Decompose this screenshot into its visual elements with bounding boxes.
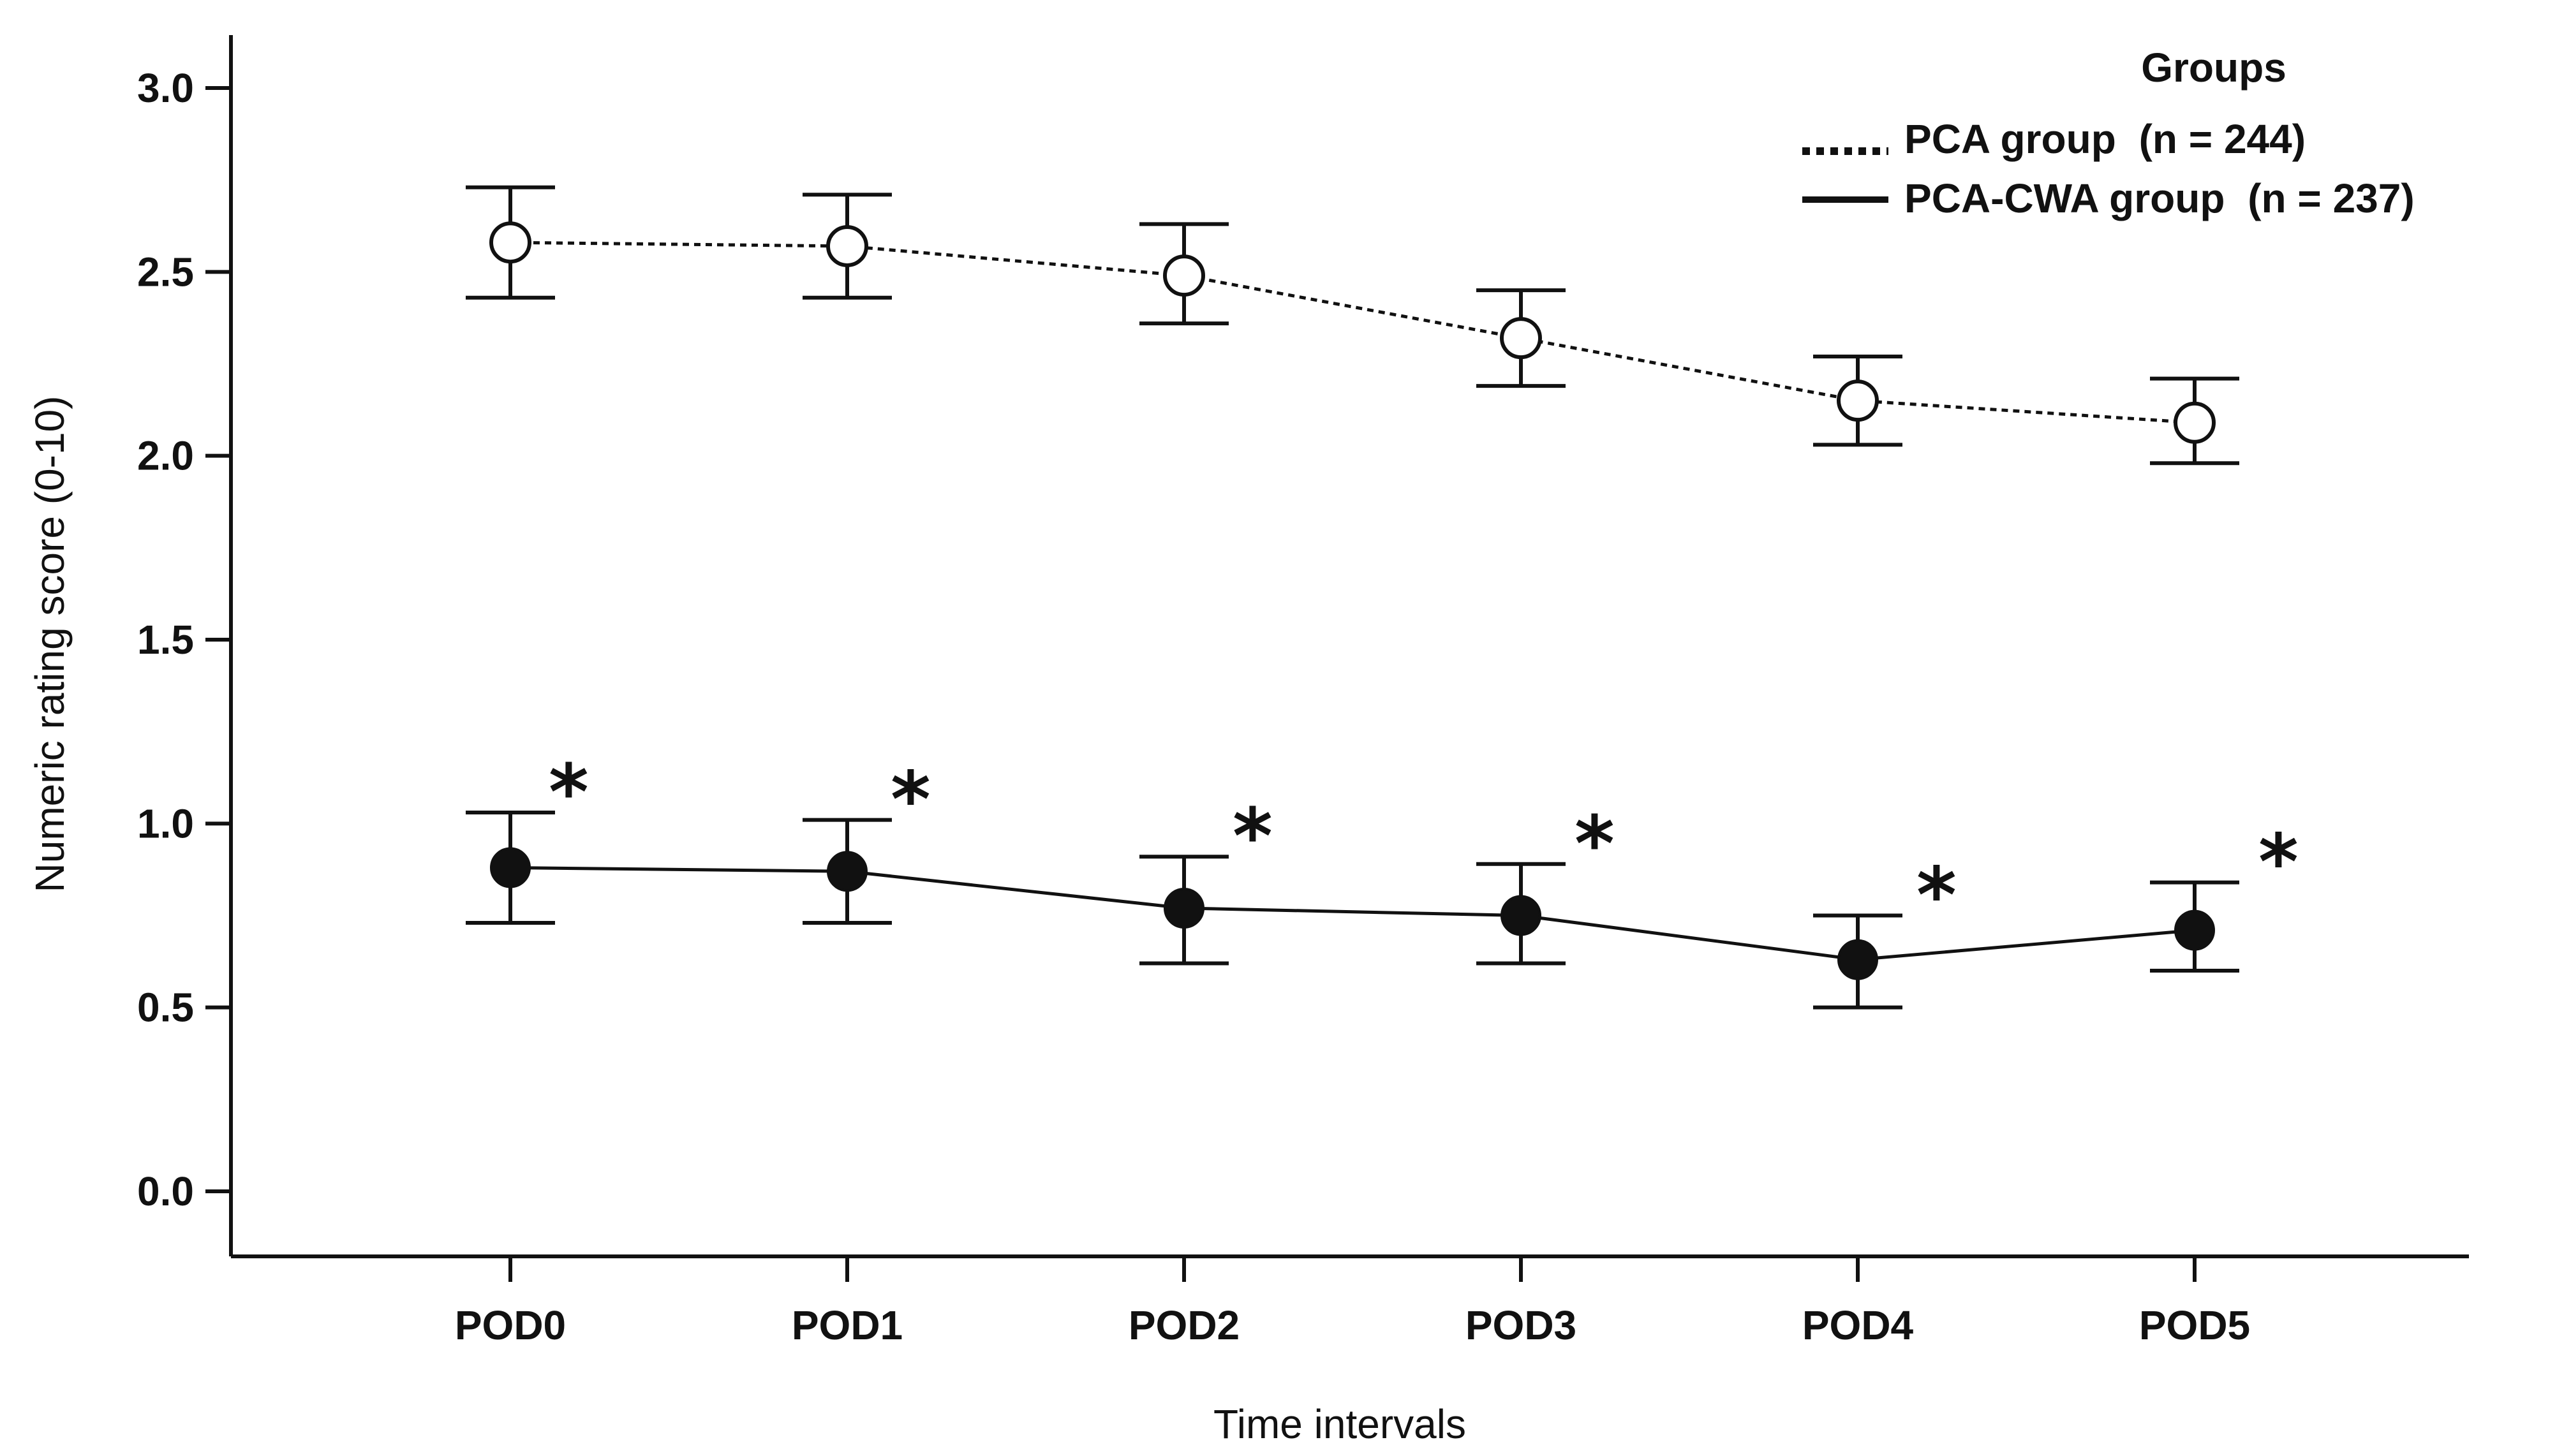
y-tick-label: 2.0 — [137, 433, 194, 479]
series-pca-cwa — [466, 811, 2239, 1010]
data-point-filled — [1164, 887, 1204, 929]
legend: Groups PCA group (n = 244) PCA-CWA group… — [1802, 45, 2415, 221]
significance-star: * — [1233, 793, 1273, 881]
legend-label-pca-cwa: PCA-CWA group (n = 237) — [1904, 175, 2415, 221]
significance-markers: * * * * * * — [549, 749, 2299, 940]
significance-star: * — [891, 756, 931, 845]
x-axis-title: Time intervals — [1213, 1401, 1466, 1447]
data-point-open — [2174, 401, 2216, 444]
y-axis-title: Numeric rating score (0-10) — [27, 396, 73, 893]
x-tick-label: POD4 — [1802, 1302, 1914, 1348]
x-tick-label: POD3 — [1465, 1302, 1576, 1348]
x-tick-label: POD2 — [1129, 1302, 1240, 1348]
y-tick-label: 1.5 — [137, 617, 194, 663]
y-tick-label: 2.5 — [137, 249, 194, 295]
significance-star: * — [2258, 819, 2299, 908]
series-pca — [466, 185, 2239, 466]
y-tick-label: 0.5 — [137, 985, 194, 1031]
data-point-open — [489, 221, 531, 264]
data-point-filled — [490, 847, 531, 888]
legend-label-pca: PCA group (n = 244) — [1904, 116, 2306, 162]
axes — [229, 35, 2469, 1258]
series-line — [510, 240, 2195, 425]
legend-title: Groups — [2141, 45, 2286, 91]
series-line — [510, 866, 2195, 962]
data-point-open — [1500, 317, 1542, 360]
data-point-filled — [2174, 909, 2215, 951]
significance-star: * — [1575, 800, 1615, 889]
x-tick-label: POD1 — [792, 1302, 903, 1348]
x-tick-label: POD0 — [455, 1302, 566, 1348]
data-point-open — [1163, 254, 1205, 297]
data-point-filled — [1501, 895, 1541, 936]
significance-star: * — [1916, 852, 1957, 941]
data-point-filled — [827, 851, 868, 892]
data-point-open — [826, 224, 868, 267]
y-axis-ticks: 0.0 0.5 1.0 1.5 2.0 2.5 3.0 — [137, 65, 231, 1214]
series-layer — [466, 185, 2239, 1010]
data-point-open — [1837, 379, 1879, 422]
y-tick-label: 3.0 — [137, 65, 194, 111]
data-point-filled — [1837, 939, 1878, 980]
significance-star: * — [549, 749, 589, 837]
y-tick-label: 1.0 — [137, 800, 194, 846]
x-axis-ticks: POD0 POD1 POD2 POD3 POD4 POD5 — [455, 1256, 2250, 1348]
x-tick-label: POD5 — [2139, 1302, 2250, 1348]
y-tick-label: 0.0 — [137, 1168, 194, 1214]
